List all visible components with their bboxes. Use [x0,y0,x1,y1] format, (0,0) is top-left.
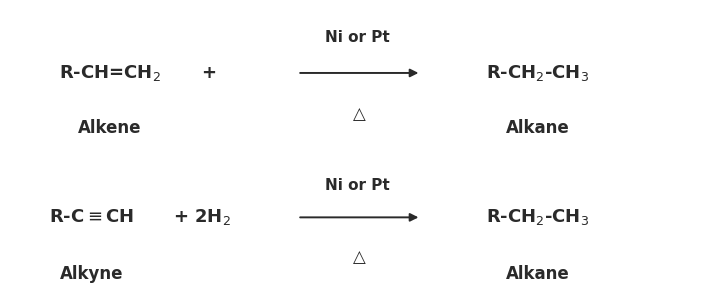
Text: Ni or Pt: Ni or Pt [325,30,390,46]
Text: $\triangle$: $\triangle$ [348,248,367,266]
Text: $\triangle$: $\triangle$ [348,105,367,123]
Text: Alkene: Alkene [78,119,142,137]
Text: +: + [201,64,217,82]
Text: Alkyne: Alkyne [60,264,124,283]
Text: Alkane: Alkane [506,119,570,137]
Text: R-CH$_2$-CH$_3$: R-CH$_2$-CH$_3$ [486,207,590,227]
Text: + 2H$_2$: + 2H$_2$ [173,207,231,227]
Text: R-CH$_2$-CH$_3$: R-CH$_2$-CH$_3$ [486,63,590,83]
Text: R-C$\equiv$CH: R-C$\equiv$CH [50,208,135,226]
Text: R-CH=CH$_2$: R-CH=CH$_2$ [59,63,161,83]
Text: Alkane: Alkane [506,264,570,283]
Text: Ni or Pt: Ni or Pt [325,178,390,193]
